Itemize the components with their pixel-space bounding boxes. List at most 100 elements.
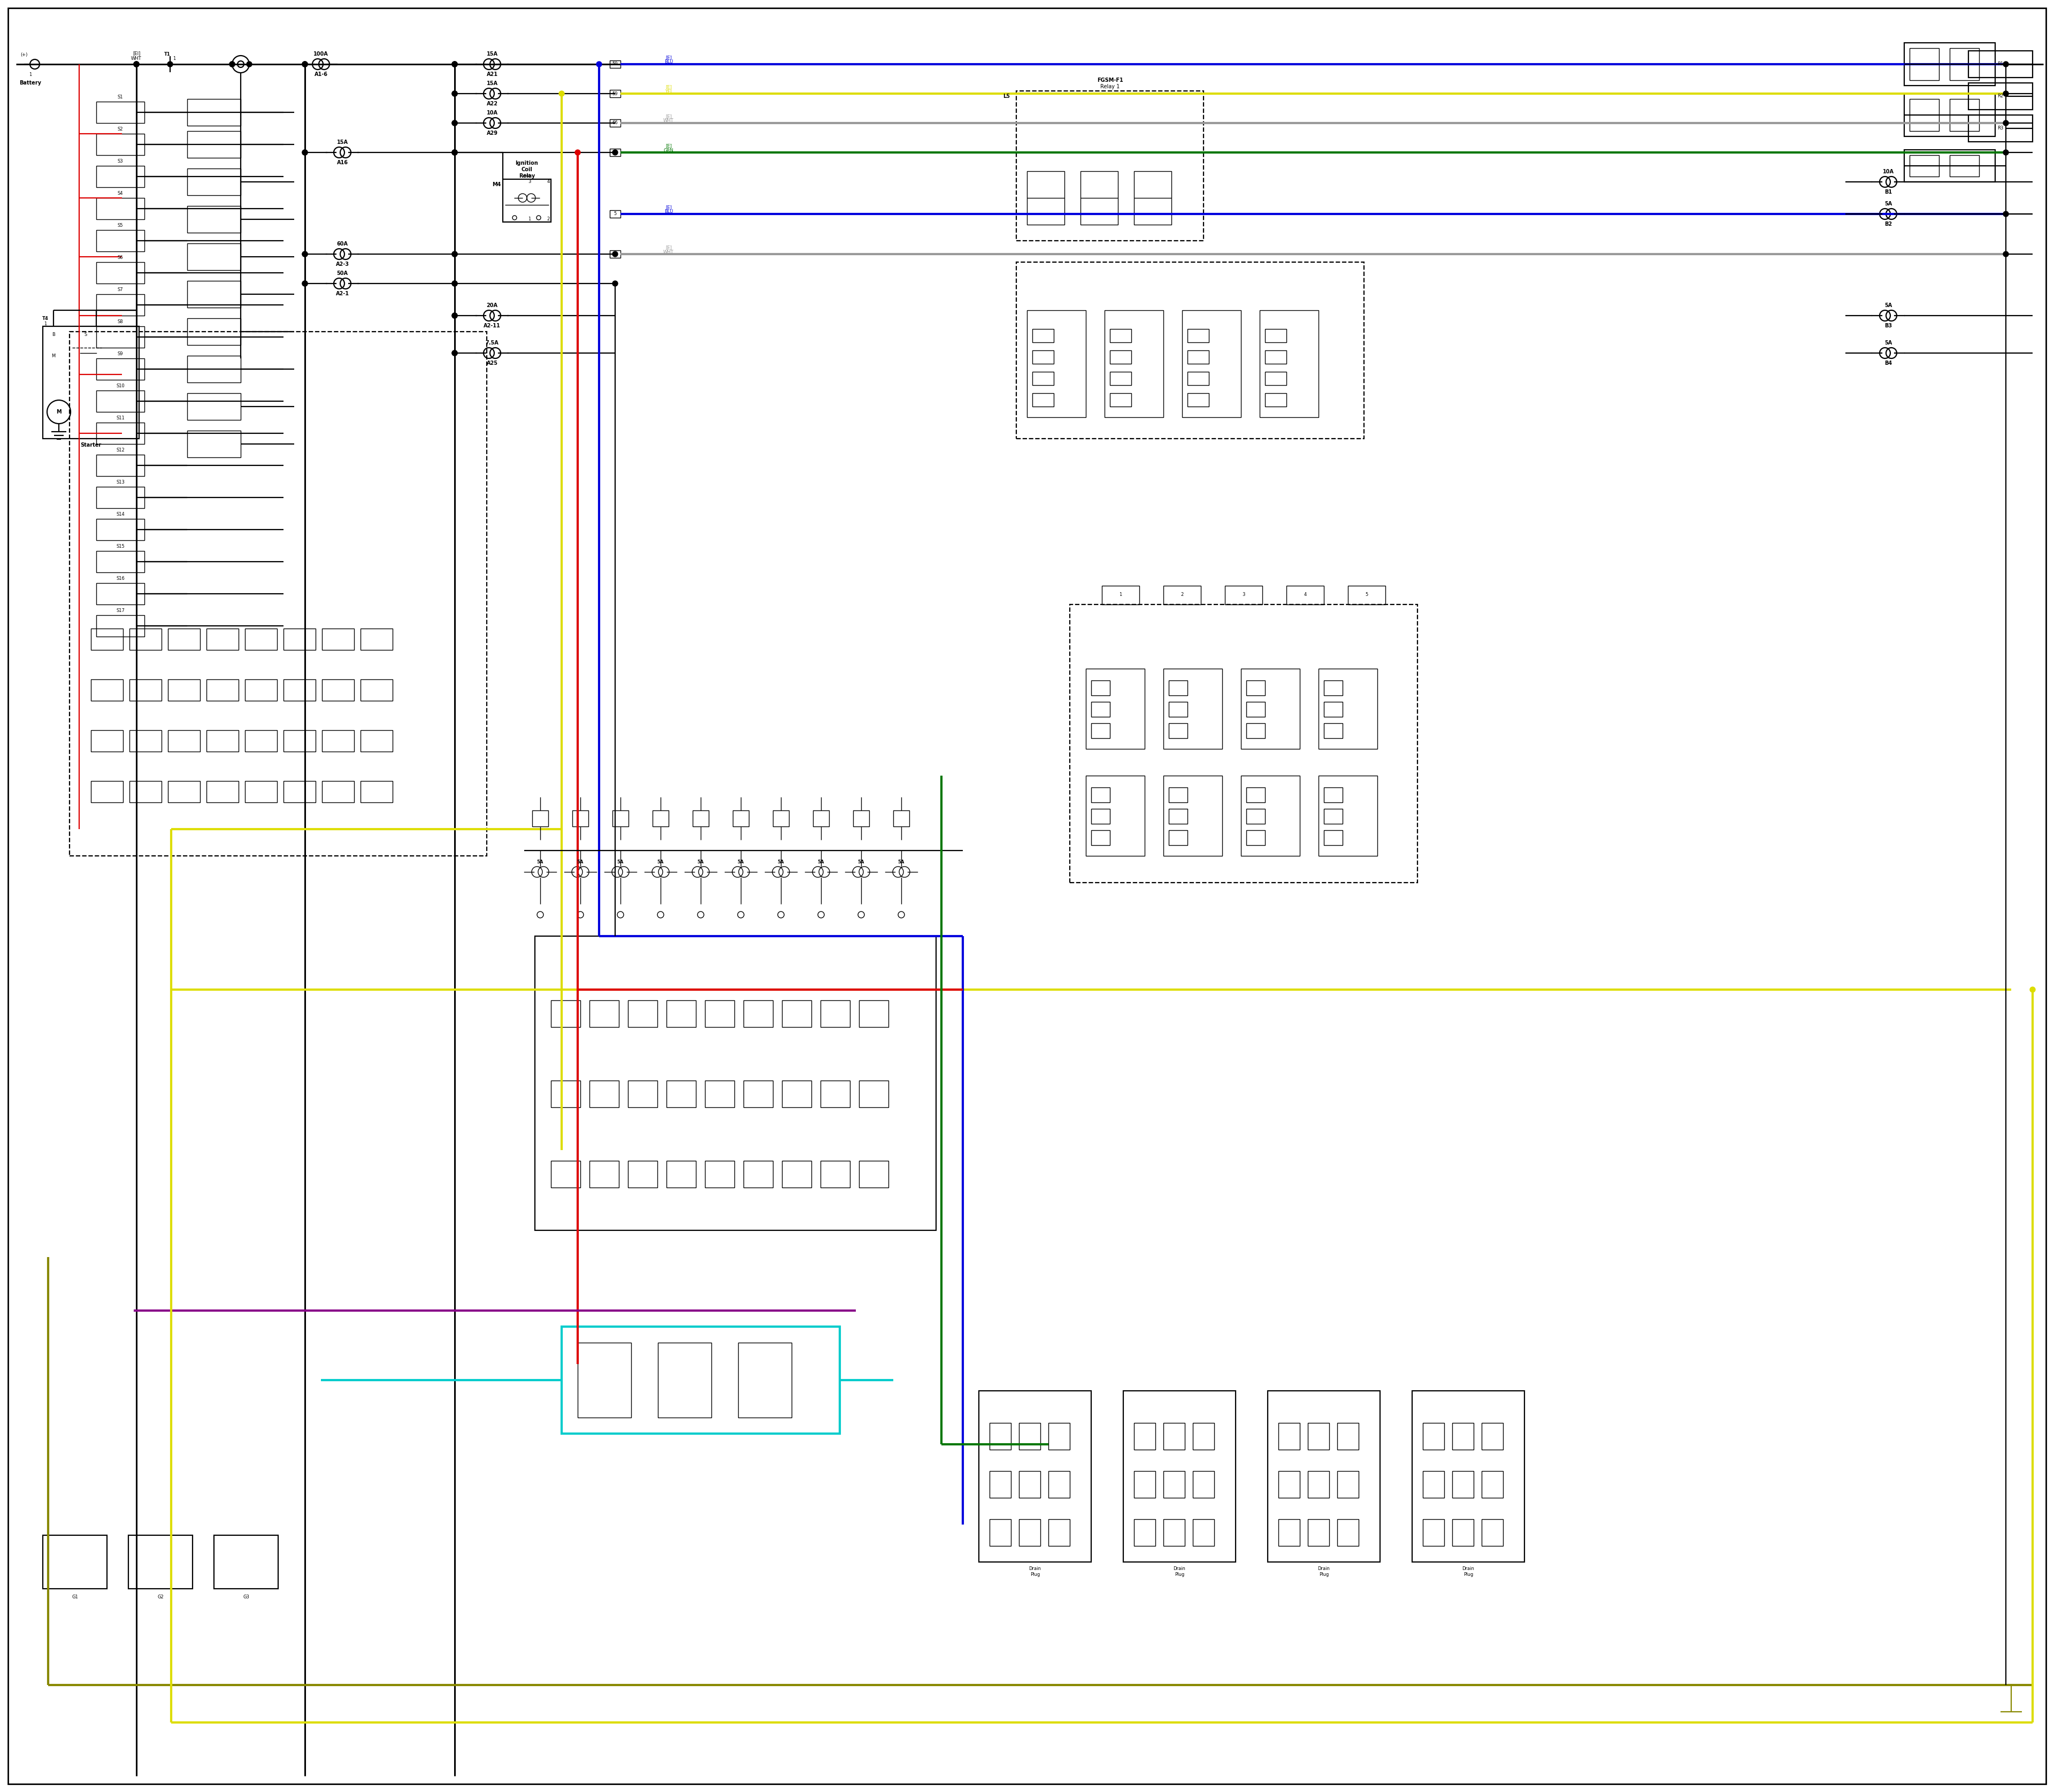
Circle shape — [302, 151, 308, 156]
Circle shape — [452, 91, 458, 97]
Text: B2: B2 — [1884, 222, 1892, 228]
Bar — [665, 1081, 696, 1107]
Bar — [97, 358, 144, 380]
Bar — [1169, 724, 1187, 738]
Circle shape — [452, 351, 458, 357]
Bar — [1027, 172, 1064, 224]
Circle shape — [452, 61, 458, 66]
Text: 7.5A: 7.5A — [485, 340, 499, 346]
Bar — [705, 1000, 735, 1027]
Bar — [550, 1161, 581, 1188]
Bar — [187, 131, 240, 158]
Bar — [657, 1342, 711, 1417]
Bar — [1091, 830, 1109, 846]
Bar — [1286, 586, 1325, 604]
Bar — [783, 1161, 811, 1188]
Circle shape — [452, 151, 458, 156]
Text: S5: S5 — [117, 224, 123, 228]
Text: 5: 5 — [1366, 593, 1368, 597]
Bar — [187, 319, 240, 346]
Text: 66: 66 — [612, 120, 618, 125]
Bar — [1134, 1423, 1154, 1450]
Bar — [97, 455, 144, 477]
Bar — [244, 781, 277, 803]
Bar — [1019, 1423, 1041, 1450]
Bar — [1193, 1520, 1214, 1546]
Bar — [187, 430, 240, 457]
Bar — [1163, 776, 1222, 857]
Bar — [1033, 392, 1054, 407]
Text: T4: T4 — [43, 315, 49, 321]
Bar — [1481, 1423, 1504, 1450]
Text: S2: S2 — [117, 127, 123, 133]
Bar — [97, 262, 144, 283]
Bar — [1423, 1471, 1444, 1498]
Bar — [362, 679, 392, 701]
Text: Drain
Plug: Drain Plug — [1462, 1566, 1475, 1577]
Circle shape — [452, 151, 458, 156]
Bar — [1109, 330, 1132, 342]
Circle shape — [612, 251, 618, 256]
Text: S15: S15 — [117, 545, 125, 548]
Bar — [653, 810, 670, 826]
Text: 1: 1 — [173, 56, 177, 61]
Text: 10A: 10A — [487, 109, 497, 115]
Bar — [97, 550, 144, 572]
Bar — [1091, 808, 1109, 824]
Bar — [1070, 604, 1417, 883]
Bar — [893, 810, 910, 826]
Bar — [629, 1000, 657, 1027]
Bar — [629, 1161, 657, 1188]
Bar — [1134, 172, 1171, 224]
Circle shape — [452, 91, 458, 97]
Text: S17: S17 — [117, 609, 125, 613]
Bar — [187, 244, 240, 271]
Bar — [733, 810, 750, 826]
Bar — [1452, 1471, 1473, 1498]
Bar — [1027, 310, 1087, 418]
Bar — [1163, 668, 1222, 749]
Bar — [1033, 330, 1054, 342]
Text: S9: S9 — [117, 351, 123, 357]
Circle shape — [134, 61, 140, 66]
Bar — [187, 357, 240, 382]
Bar — [1193, 1423, 1214, 1450]
Bar — [1091, 702, 1109, 717]
Text: S1: S1 — [117, 95, 123, 100]
Bar — [129, 781, 162, 803]
Text: R3: R3 — [1996, 125, 2003, 131]
Bar — [1163, 1423, 1185, 1450]
Circle shape — [452, 351, 458, 357]
Bar — [820, 1000, 850, 1027]
Bar — [187, 99, 240, 125]
Text: [EI]: [EI] — [134, 52, 140, 56]
Bar — [1308, 1471, 1329, 1498]
Bar — [1247, 787, 1265, 803]
Text: B4: B4 — [1884, 360, 1892, 366]
Bar — [187, 281, 240, 308]
Circle shape — [596, 61, 602, 66]
Text: 5A: 5A — [859, 860, 865, 864]
Text: A21: A21 — [487, 72, 497, 77]
Bar — [97, 167, 144, 186]
Bar — [1904, 151, 1994, 181]
Bar — [1169, 681, 1187, 695]
Bar — [1968, 82, 2033, 109]
Bar — [283, 781, 316, 803]
Bar — [1017, 262, 1364, 439]
Text: S8: S8 — [117, 319, 123, 324]
Bar — [1347, 586, 1384, 604]
Bar — [737, 1342, 791, 1417]
Bar — [97, 615, 144, 636]
Bar — [1481, 1471, 1504, 1498]
Bar — [244, 629, 277, 650]
Bar — [705, 1161, 735, 1188]
Bar — [1423, 1423, 1444, 1450]
Bar — [550, 1081, 581, 1107]
Text: 10A: 10A — [1884, 168, 1894, 174]
Bar — [534, 935, 937, 1231]
Bar — [1048, 1520, 1070, 1546]
Bar — [1337, 1520, 1358, 1546]
Text: S: S — [84, 332, 86, 337]
Circle shape — [452, 120, 458, 125]
